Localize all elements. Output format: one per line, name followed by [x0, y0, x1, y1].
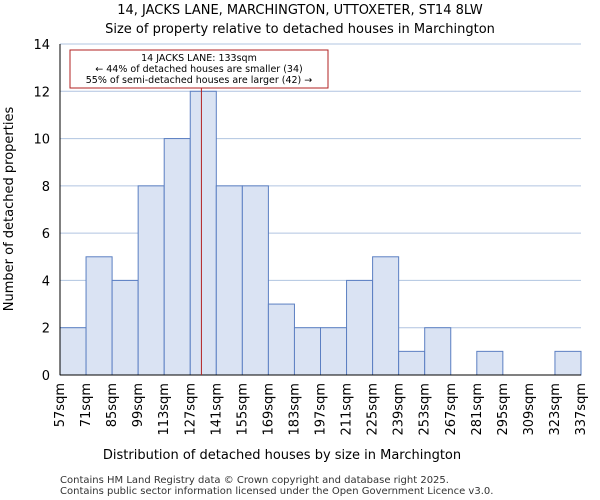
bar-211sqm [346, 279, 374, 376]
axes [59, 44, 581, 376]
x-tick-label: 99sqm [131, 383, 146, 427]
x-tick-label: 85sqm [105, 383, 120, 427]
y-tick-label: 2 [42, 322, 50, 337]
x-tick-label: 71sqm [79, 383, 94, 427]
y-axis-label: Number of detached properties [2, 107, 17, 312]
annotation-line1: 14 JACKS LANE: 133sqm [141, 53, 257, 64]
bar-225sqm [372, 256, 400, 376]
bar-99sqm [137, 185, 165, 376]
x-tick-label: 225sqm [366, 383, 381, 436]
annotation-line3: 55% of semi-detached houses are larger (… [86, 75, 313, 86]
bar-85sqm [111, 279, 139, 376]
marker-group: 14 JACKS LANE: 133sqm← 44% of detached h… [69, 49, 329, 375]
x-tick-label: 211sqm [340, 383, 355, 436]
bar-239sqm [398, 350, 426, 376]
footer-line-1: Contains HM Land Registry data © Crown c… [60, 475, 449, 486]
chart-title: 14, JACKS LANE, MARCHINGTON, UTTOXETER, … [117, 3, 483, 18]
bar-197sqm [320, 327, 348, 376]
annotation-line2: ← 44% of detached houses are smaller (34… [95, 64, 302, 75]
bar-323sqm [554, 350, 582, 376]
bar-71sqm [85, 256, 113, 376]
x-tick-label: 323sqm [548, 383, 563, 436]
x-tick-label: 295sqm [496, 383, 511, 436]
x-tick-label: 113sqm [157, 383, 172, 436]
y-tick-label: 6 [42, 227, 50, 242]
y-tick-label: 14 [33, 38, 50, 53]
bar-113sqm [163, 138, 191, 376]
y-tick-label: 12 [33, 85, 50, 100]
bar-155sqm [241, 185, 269, 376]
x-tick-label: 337sqm [574, 383, 589, 436]
bar-253sqm [424, 327, 452, 376]
x-tick-label: 309sqm [522, 383, 537, 436]
bar-127sqm [189, 90, 217, 376]
y-tick-label: 8 [42, 180, 50, 195]
x-tick-label: 141sqm [209, 383, 224, 436]
bar-57sqm [59, 327, 87, 376]
bars [59, 90, 582, 376]
x-tick-label: 253sqm [418, 383, 433, 436]
x-tick-label: 183sqm [287, 383, 302, 436]
bar-183sqm [293, 327, 322, 376]
x-tick-label: 169sqm [261, 383, 276, 436]
x-axis-label: Distribution of detached houses by size … [103, 448, 461, 463]
annotation-box [69, 49, 329, 89]
x-tick-label: 127sqm [183, 383, 198, 436]
bar-281sqm [476, 350, 504, 376]
x-tick-label: 281sqm [470, 383, 485, 436]
bar-141sqm [215, 185, 243, 376]
chart-subtitle: Size of property relative to detached ho… [105, 22, 495, 37]
x-tick-label: 239sqm [392, 383, 407, 436]
x-tick-label: 267sqm [444, 383, 459, 436]
y-tick-labels: 0 2 4 6 8 10 12 14 [33, 38, 50, 384]
footer-line-2: Contains public sector information licen… [60, 486, 493, 497]
x-tick-labels: 57sqm 71sqm 85sqm 99sqm 113sqm 127sqm 141sqm 15… [53, 383, 589, 436]
x-tick-label: 57sqm [53, 383, 68, 427]
bar-169sqm [267, 303, 295, 376]
y-tick-label: 0 [42, 369, 50, 384]
y-tick-label: 10 [33, 133, 50, 148]
y-tick-label: 4 [42, 274, 50, 289]
x-tick-label: 155sqm [235, 383, 250, 436]
x-tick-label: 197sqm [314, 383, 329, 436]
